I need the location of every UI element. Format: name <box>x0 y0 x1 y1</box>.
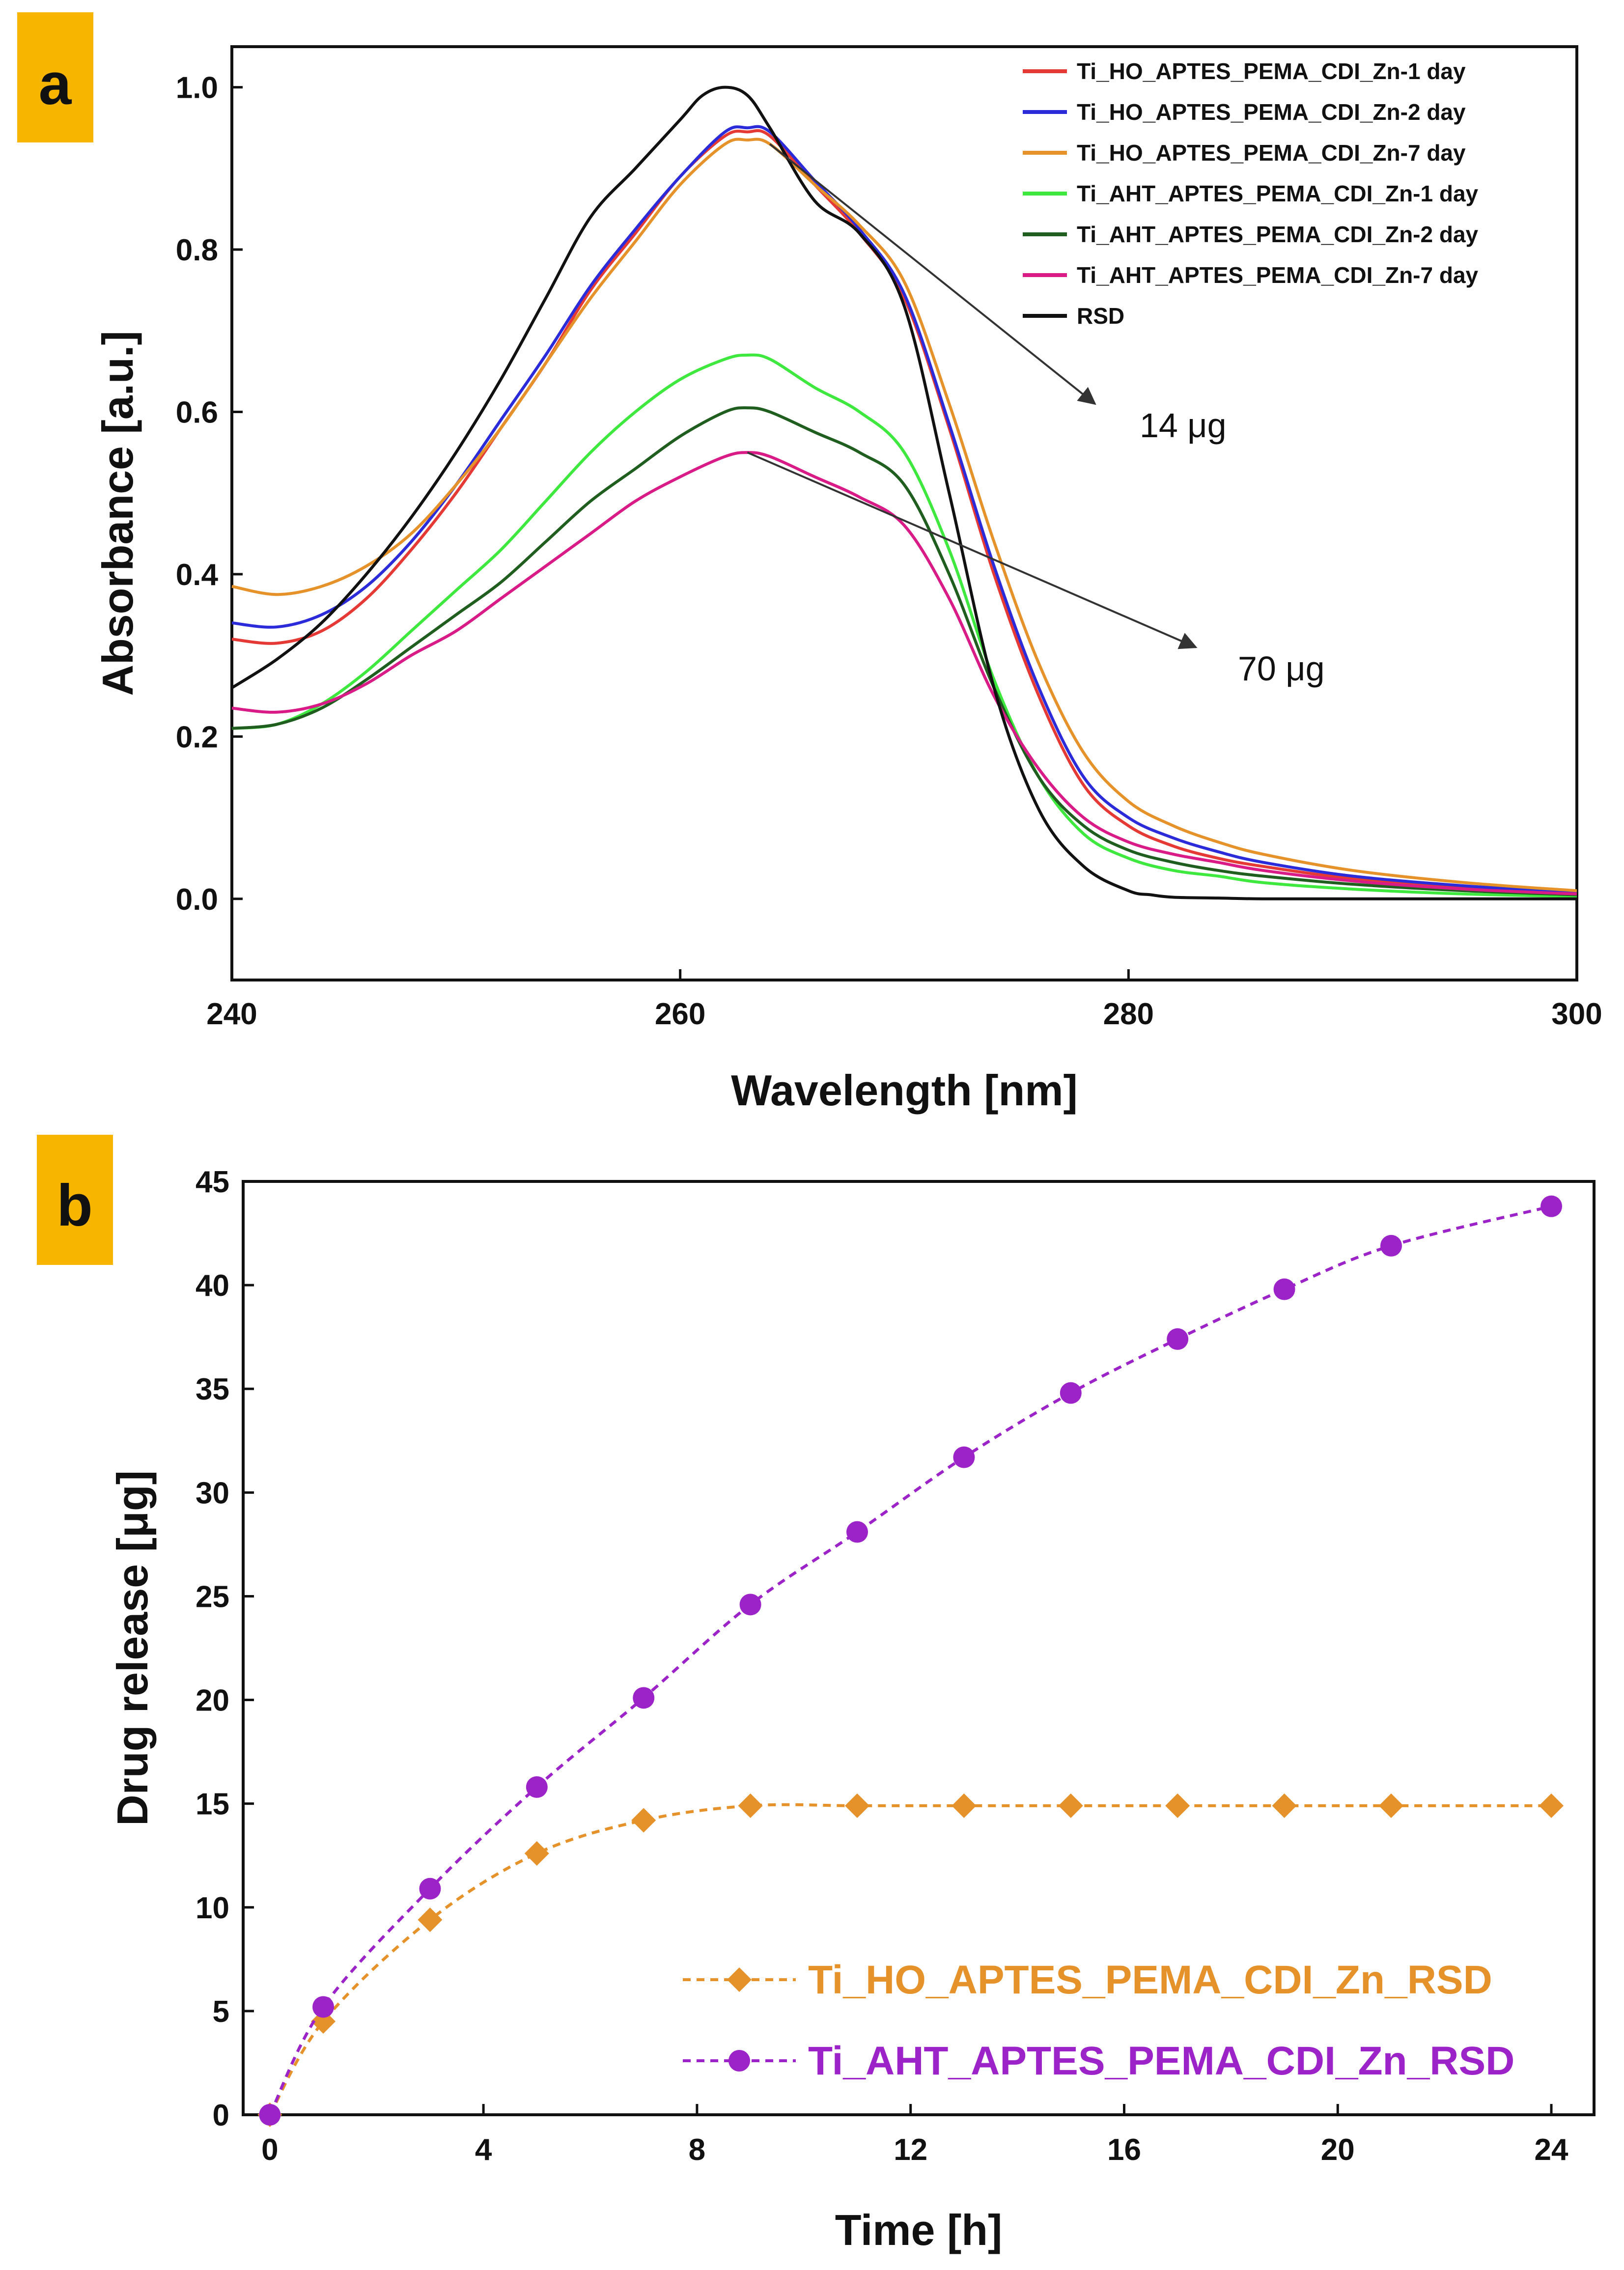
x-tick-label-280: 280 <box>1103 997 1154 1031</box>
data-point-ti-ho-aptes-pema-cdi-zn-rsd-t17 <box>1165 1793 1190 1818</box>
drug-release-ticks: 0 4 8 12 16 20 24 0 5 10 15 20 25 30 35 40 45 <box>196 1165 1568 2167</box>
y-tick-label-20: 20 <box>196 1684 229 1718</box>
x-tick-label-24: 24 <box>1535 2133 1568 2167</box>
y-tick-label-0.0: 0.0 <box>176 883 218 917</box>
panel-b-letter: b <box>56 1173 92 1238</box>
y-tick-label-30: 30 <box>196 1476 229 1510</box>
absorbance-chart: 240 260 280 300 0.0 0.2 0.4 0.6 0.8 1.0 14 μg 70 … <box>93 45 1602 1115</box>
data-point-ti-ho-aptes-pema-cdi-zn-rsd-t21 <box>1378 1793 1403 1818</box>
y-tick-label-5: 5 <box>213 1995 229 2029</box>
absorbance-plot-area <box>230 45 1578 981</box>
y-tick-label-40: 40 <box>196 1269 229 1303</box>
drug-release-series <box>257 1195 1564 2127</box>
data-point-ti-aht-aptes-pema-cdi-zn-rsd-t21 <box>1380 1234 1402 1257</box>
x-tick-label-300: 300 <box>1551 997 1602 1031</box>
x-tick-label-8: 8 <box>689 2133 705 2167</box>
data-point-ti-ho-aptes-pema-cdi-zn-rsd-t13 <box>952 1793 977 1818</box>
drug-release-x-label: Time [h] <box>835 2206 1003 2254</box>
y-tick-label-10: 10 <box>196 1891 229 1925</box>
y-tick-label-35: 35 <box>196 1373 229 1406</box>
absorbance-x-label: Wavelength [nm] <box>731 1066 1078 1115</box>
data-point-ti-aht-aptes-pema-cdi-zn-rsd-t1 <box>312 1996 335 2018</box>
absorbance-series <box>231 85 1577 900</box>
absorbance-annotations: 14 μg 70 μg <box>747 143 1325 688</box>
legend-marker-ti-aht-aptes-pema-cdi-zn-rsd <box>728 2050 750 2072</box>
absorbance-ticks: 240 260 280 300 0.0 0.2 0.4 0.6 0.8 1.0 <box>176 71 1602 1031</box>
x-tick-label-0: 0 <box>261 2133 278 2167</box>
data-point-ti-aht-aptes-pema-cdi-zn-rsd-t3 <box>419 1878 441 1900</box>
absorbance-y-label: Absorbance [a.u.] <box>93 331 142 696</box>
legend-label-ti-aht-aptes-pema-cdi-zn-7-day: Ti_AHT_APTES_PEMA_CDI_Zn-7 day <box>1077 262 1479 288</box>
data-point-ti-ho-aptes-pema-cdi-zn-rsd-t11 <box>845 1793 869 1818</box>
data-point-ti-aht-aptes-pema-cdi-zn-rsd-t13 <box>953 1446 975 1468</box>
annotation-14ug: 14 μg <box>1140 406 1227 445</box>
y-tick-label-45: 45 <box>196 1165 229 1199</box>
y-tick-label-1.0: 1.0 <box>176 71 218 105</box>
legend-label-ti-aht-aptes-pema-cdi-zn-2-day: Ti_AHT_APTES_PEMA_CDI_Zn-2 day <box>1077 222 1479 247</box>
x-tick-label-4: 4 <box>475 2133 492 2167</box>
drug-release-chart: 0 4 8 12 16 20 24 0 5 10 15 20 25 30 35 40 45 Ti_HO_APTE… <box>108 1165 1596 2254</box>
data-point-ti-ho-aptes-pema-cdi-zn-rsd-t7 <box>631 1808 656 1833</box>
data-point-ti-aht-aptes-pema-cdi-zn-rsd-t5 <box>526 1776 548 1798</box>
legend-label-ti-ho-aptes-pema-cdi-zn-2-day: Ti_HO_APTES_PEMA_CDI_Zn-2 day <box>1077 99 1466 125</box>
x-tick-label-20: 20 <box>1321 2133 1355 2167</box>
y-tick-label-0.4: 0.4 <box>176 558 219 592</box>
legend-label-ti-ho-aptes-pema-cdi-zn-7-day: Ti_HO_APTES_PEMA_CDI_Zn-7 day <box>1077 140 1466 166</box>
y-tick-label-0.2: 0.2 <box>176 720 218 754</box>
data-point-ti-aht-aptes-pema-cdi-zn-rsd-t9 <box>739 1594 761 1616</box>
data-point-ti-aht-aptes-pema-cdi-zn-rsd-t7 <box>633 1687 655 1709</box>
series-line-ti-ho-aptes-pema-cdi-zn-1-day <box>231 129 1577 894</box>
legend-label-ti-ho-aptes-pema-cdi-zn-1-day: Ti_HO_APTES_PEMA_CDI_Zn-1 day <box>1077 58 1466 84</box>
series-line-rsd <box>231 85 1577 900</box>
x-tick-label-16: 16 <box>1107 2133 1141 2167</box>
y-tick-label-25: 25 <box>196 1580 229 1614</box>
legend-label-rsd: RSD <box>1077 303 1124 329</box>
legend-label-ti-aht-aptes-pema-cdi-zn-rsd: Ti_AHT_APTES_PEMA_CDI_Zn_RSD <box>808 2039 1514 2083</box>
series-line-ti-ho-aptes-pema-cdi-zn-7-day <box>231 138 1577 893</box>
data-point-ti-ho-aptes-pema-cdi-zn-rsd-t24 <box>1539 1793 1564 1818</box>
data-point-ti-aht-aptes-pema-cdi-zn-rsd-t11 <box>846 1521 868 1543</box>
drug-release-plot-area <box>242 1180 1596 2116</box>
x-tick-label-12: 12 <box>894 2133 927 2167</box>
drug-release-y-label: Drug release [μg] <box>108 1470 157 1826</box>
series-line-ti-aht-aptes-pema-cdi-zn-7-day <box>231 451 1577 896</box>
x-tick-label-240: 240 <box>206 997 257 1031</box>
annotation-arrow-70ug <box>747 451 1198 649</box>
legend-label-ti-aht-aptes-pema-cdi-zn-1-day: Ti_AHT_APTES_PEMA_CDI_Zn-1 day <box>1077 181 1479 206</box>
data-point-ti-aht-aptes-pema-cdi-zn-rsd-t24 <box>1540 1195 1563 1217</box>
data-point-ti-ho-aptes-pema-cdi-zn-rsd-t15 <box>1058 1793 1083 1818</box>
x-tick-label-260: 260 <box>655 997 705 1031</box>
series-line-ti-aht-aptes-pema-cdi-zn-1-day <box>231 353 1577 898</box>
data-point-ti-ho-aptes-pema-cdi-zn-rsd-t19 <box>1272 1793 1297 1818</box>
data-point-ti-aht-aptes-pema-cdi-zn-rsd-t17 <box>1167 1328 1189 1350</box>
y-tick-label-0: 0 <box>213 2099 229 2132</box>
legend-marker-ti-ho-aptes-pema-cdi-zn-rsd <box>727 1967 752 1992</box>
data-point-ti-aht-aptes-pema-cdi-zn-rsd-t15 <box>1060 1382 1082 1404</box>
y-tick-label-15: 15 <box>196 1788 229 1822</box>
y-tick-label-0.6: 0.6 <box>176 395 218 429</box>
absorbance-legend: Ti_HO_APTES_PEMA_CDI_Zn-1 day Ti_HO_APTES… <box>1023 58 1479 329</box>
y-tick-label-0.8: 0.8 <box>176 233 218 267</box>
annotation-arrow-14ug <box>769 143 1096 405</box>
data-point-ti-ho-aptes-pema-cdi-zn-rsd-t9 <box>738 1793 763 1818</box>
data-point-ti-ho-aptes-pema-cdi-zn-rsd-t5 <box>524 1841 549 1866</box>
data-point-ti-aht-aptes-pema-cdi-zn-rsd-t0 <box>259 2104 281 2126</box>
drug-release-legend: Ti_HO_APTES_PEMA_CDI_Zn_RSD Ti_AHT_APTES_… <box>683 1958 1514 2083</box>
data-point-ti-aht-aptes-pema-cdi-zn-rsd-t19 <box>1273 1278 1295 1300</box>
annotation-70ug: 70 μg <box>1238 649 1325 688</box>
panel-a-badge <box>17 12 93 142</box>
panel-a-letter: a <box>39 51 72 117</box>
data-point-ti-ho-aptes-pema-cdi-zn-rsd-t3 <box>418 1907 443 1933</box>
series-line-ti-aht-aptes-pema-cdi-zn-2-day <box>231 406 1577 897</box>
legend-label-ti-ho-aptes-pema-cdi-zn-rsd: Ti_HO_APTES_PEMA_CDI_Zn_RSD <box>808 1958 1492 2002</box>
panel-b-badge <box>37 1135 113 1265</box>
